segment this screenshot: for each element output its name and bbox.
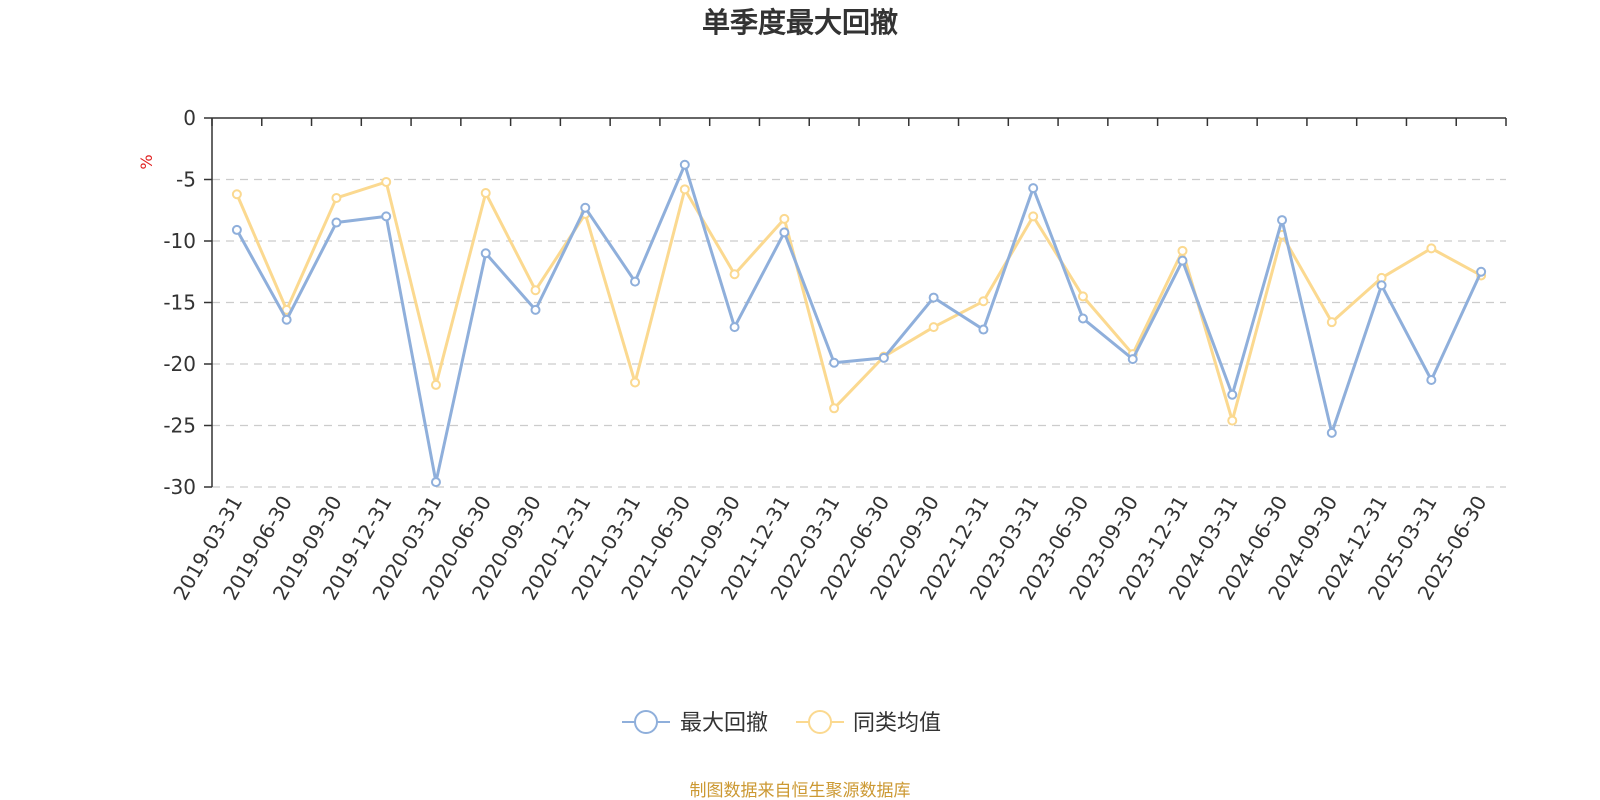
data-point (878, 352, 889, 363)
data-point (381, 211, 392, 222)
data-point (1227, 389, 1238, 400)
legend-marker-icon (808, 710, 832, 734)
axes: 0-5-10-15-20-25-302019-03-312019-06-3020… (163, 106, 1507, 604)
grid-lines (212, 178, 1506, 488)
data-point (928, 322, 939, 333)
data-point (1177, 255, 1188, 266)
data-point (779, 227, 790, 238)
data-point (829, 403, 840, 414)
data-point (430, 477, 441, 488)
data-point (729, 269, 740, 280)
data-point (331, 217, 342, 228)
series-line (235, 180, 1482, 423)
data-point (679, 159, 690, 170)
data-point (928, 292, 939, 303)
data-point (779, 213, 790, 224)
series-max-drawdown (231, 159, 1487, 488)
data-point (231, 189, 242, 200)
data-point (1028, 211, 1039, 222)
data-point (1077, 313, 1088, 324)
data-point (1326, 427, 1337, 438)
y-tick-label: 0 (183, 106, 196, 130)
y-tick-label: -15 (163, 291, 196, 315)
data-point (381, 176, 392, 187)
data-point (231, 224, 242, 235)
y-tick-label: -20 (163, 352, 196, 376)
legend[interactable]: 最大回撤 同类均值 (622, 710, 941, 736)
chart-title: 单季度最大回撤 (702, 6, 898, 39)
legend-item-max-drawdown[interactable]: 最大回撤 (622, 710, 768, 736)
data-point (630, 377, 641, 388)
data-point (1326, 317, 1337, 328)
data-point (430, 379, 441, 390)
data-point (1376, 280, 1387, 291)
data-point (1127, 354, 1138, 365)
data-point (480, 248, 491, 259)
y-tick-label: -10 (163, 229, 196, 253)
legend-label: 最大回撤 (680, 711, 768, 736)
data-point (1077, 291, 1088, 302)
data-point (1277, 215, 1288, 226)
data-point (530, 304, 541, 315)
data-point (1028, 183, 1039, 194)
data-point (1476, 266, 1487, 277)
series-lines (231, 159, 1487, 488)
y-axis-unit-label: % (137, 154, 156, 169)
legend-label: 同类均值 (853, 711, 941, 736)
data-point (630, 276, 641, 287)
data-point (829, 357, 840, 368)
data-point (978, 296, 989, 307)
data-point (729, 322, 740, 333)
y-tick-label: -25 (163, 414, 196, 438)
data-point (1426, 374, 1437, 385)
data-point (480, 188, 491, 199)
y-tick-label: -5 (176, 168, 196, 192)
data-point (1177, 245, 1188, 256)
series-peer-average (231, 176, 1487, 426)
data-point (331, 192, 342, 203)
data-point (1227, 415, 1238, 426)
legend-item-peer-average[interactable]: 同类均值 (796, 710, 941, 736)
data-point (580, 202, 591, 213)
legend-marker-icon (634, 710, 658, 734)
data-point (1426, 243, 1437, 254)
data-point (281, 314, 292, 325)
data-source-note: 制图数据来自恒生聚源数据库 (690, 781, 911, 800)
data-point (679, 184, 690, 195)
series-line (235, 163, 1483, 484)
y-tick-label: -30 (163, 475, 196, 499)
data-point (530, 285, 541, 296)
data-point (978, 324, 989, 335)
